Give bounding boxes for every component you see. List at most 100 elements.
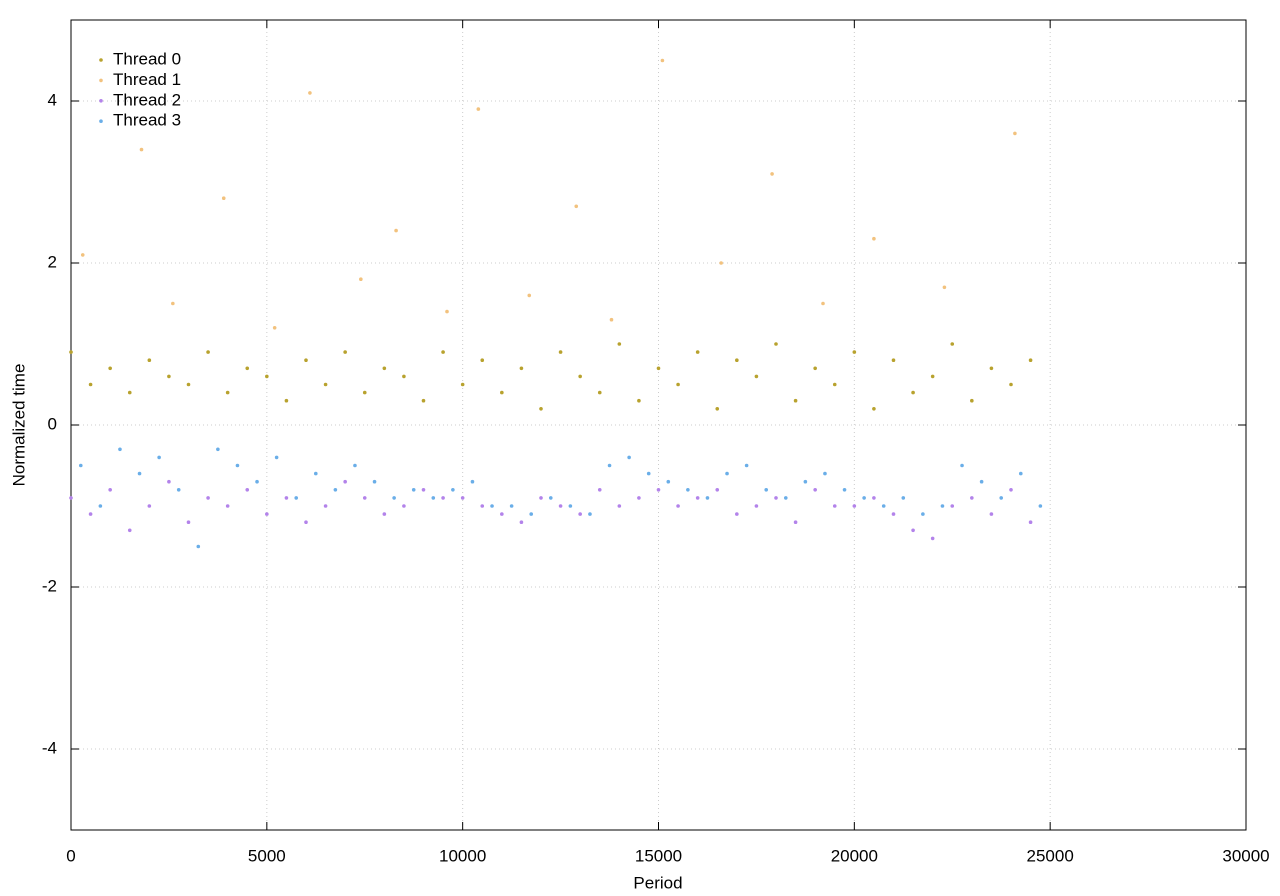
point bbox=[171, 301, 175, 306]
y-axis-label: Normalized time bbox=[9, 364, 28, 487]
point bbox=[500, 512, 504, 516]
point bbox=[88, 382, 93, 387]
point bbox=[402, 374, 406, 379]
point bbox=[617, 342, 622, 346]
point bbox=[656, 488, 661, 492]
point bbox=[754, 504, 759, 508]
point bbox=[942, 285, 947, 290]
point bbox=[206, 350, 210, 354]
point bbox=[588, 512, 592, 516]
point bbox=[519, 366, 524, 371]
point bbox=[225, 504, 230, 508]
x-tick-label: 5000 bbox=[248, 846, 286, 865]
point bbox=[774, 496, 778, 500]
point bbox=[402, 504, 406, 508]
point bbox=[206, 496, 210, 500]
point bbox=[911, 528, 915, 533]
point bbox=[950, 342, 955, 346]
y-tick-label: -4 bbox=[42, 738, 57, 757]
legend-label: Thread 0 bbox=[113, 49, 181, 68]
point bbox=[607, 463, 612, 468]
point bbox=[157, 455, 161, 460]
x-tick-label: 30000 bbox=[1222, 846, 1269, 865]
point bbox=[1038, 504, 1043, 508]
point bbox=[441, 496, 445, 500]
point bbox=[509, 504, 514, 508]
point bbox=[186, 520, 191, 524]
point bbox=[196, 544, 201, 549]
y-tick-label: 0 bbox=[48, 414, 57, 433]
point bbox=[1018, 471, 1023, 476]
legend-marker bbox=[99, 119, 103, 123]
point bbox=[764, 488, 769, 492]
point bbox=[725, 471, 729, 476]
point bbox=[221, 196, 226, 200]
legend-label: Thread 1 bbox=[113, 70, 181, 89]
point bbox=[676, 382, 680, 387]
point bbox=[304, 520, 308, 524]
point bbox=[88, 512, 93, 516]
point bbox=[901, 496, 906, 500]
point bbox=[597, 488, 602, 492]
point bbox=[695, 350, 700, 354]
legend-label: Thread 2 bbox=[113, 90, 181, 109]
point bbox=[362, 390, 367, 395]
point bbox=[382, 366, 387, 371]
point bbox=[527, 293, 532, 298]
point bbox=[646, 471, 651, 476]
point bbox=[333, 488, 338, 492]
point bbox=[979, 479, 984, 484]
point bbox=[803, 479, 808, 484]
point bbox=[480, 358, 485, 363]
point bbox=[940, 504, 945, 508]
point bbox=[284, 496, 289, 500]
point bbox=[431, 496, 436, 500]
point bbox=[411, 488, 416, 492]
point bbox=[118, 447, 122, 452]
point bbox=[783, 496, 788, 500]
point bbox=[460, 496, 465, 500]
point bbox=[421, 398, 426, 403]
point bbox=[265, 512, 269, 516]
point bbox=[821, 301, 825, 306]
point bbox=[421, 488, 426, 492]
point bbox=[323, 504, 328, 508]
point bbox=[558, 504, 563, 508]
legend-marker bbox=[99, 58, 103, 62]
point bbox=[558, 350, 563, 354]
point bbox=[1009, 382, 1013, 387]
point bbox=[911, 390, 915, 395]
y-tick-label: 2 bbox=[48, 252, 57, 271]
point bbox=[69, 350, 73, 354]
point bbox=[960, 463, 964, 468]
point bbox=[686, 488, 690, 492]
point bbox=[823, 471, 827, 476]
plot-frame bbox=[70, 19, 1247, 831]
point bbox=[392, 496, 396, 500]
point bbox=[186, 382, 191, 387]
point bbox=[872, 407, 876, 411]
point bbox=[137, 471, 142, 476]
legend-marker bbox=[99, 99, 103, 103]
point bbox=[108, 366, 112, 371]
point bbox=[176, 488, 181, 492]
point bbox=[676, 504, 680, 508]
point bbox=[308, 91, 312, 95]
point bbox=[304, 358, 308, 363]
point bbox=[930, 374, 935, 379]
point bbox=[372, 479, 377, 484]
point bbox=[476, 107, 481, 111]
point bbox=[568, 504, 573, 508]
point bbox=[460, 382, 465, 387]
point bbox=[167, 479, 171, 484]
point bbox=[139, 147, 144, 152]
legend-marker bbox=[99, 78, 103, 83]
point bbox=[617, 504, 622, 508]
point bbox=[578, 512, 582, 516]
point bbox=[284, 398, 289, 403]
point bbox=[774, 342, 778, 346]
point bbox=[852, 504, 857, 508]
point bbox=[735, 512, 739, 516]
point bbox=[382, 512, 387, 516]
point bbox=[313, 471, 318, 476]
